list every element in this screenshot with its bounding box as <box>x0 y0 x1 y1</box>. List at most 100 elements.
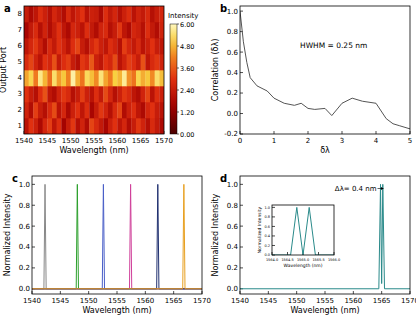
heatmap-cell <box>159 6 164 22</box>
heatmap-cell <box>80 86 85 102</box>
panel-label: a <box>4 3 11 14</box>
x-tick <box>117 291 118 294</box>
heatmap-cell <box>99 22 104 38</box>
heatmap-cell <box>85 86 90 102</box>
heatmap-cell <box>159 70 164 86</box>
heatmap-cell <box>29 86 34 102</box>
y-axis-label: Normalized Intensity <box>3 193 12 276</box>
x-tick <box>353 291 354 294</box>
y-tick-label: 4 <box>18 74 23 82</box>
y-axis-label: Output Port <box>0 47 8 93</box>
heatmap-cell <box>108 22 113 38</box>
y-tick-label: 2 <box>18 106 22 114</box>
colorbar-tick <box>177 68 179 69</box>
panel-label: b <box>220 3 227 14</box>
heatmap-cell <box>131 102 136 118</box>
y-tick-label: 8 <box>18 10 22 18</box>
heatmap-cell <box>122 118 127 134</box>
heatmap-cell <box>117 54 122 70</box>
heatmap-cell <box>47 86 52 102</box>
plot-area <box>24 6 164 134</box>
heatmap-cell <box>108 86 113 102</box>
axes: 1564.01564.51565.01565.51566.00.00.20.40… <box>257 205 340 268</box>
heatmap-cell <box>141 22 146 38</box>
heatmap-cell <box>136 118 141 134</box>
y-tick-label: 6 <box>18 42 23 50</box>
annotation: HWHM = 0.25 nm <box>300 41 367 50</box>
heatmap-cell <box>155 38 160 54</box>
y-tick <box>240 72 243 73</box>
x-tick-label: 3 <box>340 137 344 145</box>
heatmap-cell <box>131 86 136 102</box>
heatmap-cell <box>99 6 104 22</box>
heatmap-cell <box>89 38 94 54</box>
x-tick <box>381 291 382 294</box>
annotation-arrowhead <box>381 187 384 190</box>
heatmap-cell <box>159 22 164 38</box>
heatmap-cell <box>122 102 127 118</box>
x-tick-label: 1 <box>272 137 276 145</box>
heatmap-cell <box>24 22 29 38</box>
heatmap-cell <box>117 70 122 86</box>
x-tick-label: 1570 <box>193 297 211 305</box>
y-axis-label: Normalized Intensity <box>211 193 220 276</box>
x-tick-label: 1565 <box>165 297 183 305</box>
heatmap-cell <box>33 118 38 134</box>
colorbar-tick <box>177 24 179 25</box>
y-tick-label: 0.0 <box>227 110 238 118</box>
heatmap-cell <box>61 118 66 134</box>
heatmap-cell <box>57 54 62 70</box>
heatmap-cell <box>113 6 118 22</box>
heatmap-cell <box>80 6 85 22</box>
heatmap-cell <box>99 70 104 86</box>
panel-label: d <box>220 173 227 184</box>
heatmap-cell <box>150 54 155 70</box>
heatmap-cell <box>85 102 90 118</box>
heatmap-cell <box>24 38 29 54</box>
heatmap-cell <box>61 102 66 118</box>
x-axis-label: δλ <box>320 146 330 155</box>
heatmap-cell <box>103 54 108 70</box>
heatmap-cell <box>108 70 113 86</box>
y-tick-label: 0.0 <box>264 253 270 257</box>
y-axis-label: Correlation (δλ) <box>211 39 220 102</box>
data-line <box>32 184 202 288</box>
heatmap-cell <box>150 6 155 22</box>
heatmap-cell <box>80 22 85 38</box>
y-tick <box>272 216 275 217</box>
heatmap-cell <box>61 70 66 86</box>
heatmap-cell <box>117 38 122 54</box>
x-tick <box>376 131 377 134</box>
plot-area <box>272 207 334 255</box>
y-tick-label: 0.6 <box>19 223 31 231</box>
heatmap-cell <box>159 118 164 134</box>
heatmap-cell <box>89 86 94 102</box>
x-tick-label: 1565.0 <box>297 258 309 262</box>
heatmap-cell <box>113 86 118 102</box>
heatmap-cell <box>47 38 52 54</box>
heatmap-cell <box>99 118 104 134</box>
heatmap-cell <box>117 6 122 22</box>
x-tick-label: 1540 <box>15 137 33 145</box>
heatmap-cell <box>47 102 52 118</box>
heatmap-cell <box>57 86 62 102</box>
heatmap-cell <box>117 118 122 134</box>
heatmap-cell <box>155 86 160 102</box>
heatmap-cell <box>47 54 52 70</box>
heatmap-cell <box>85 70 90 86</box>
data-line <box>32 184 202 288</box>
heatmap-cell <box>57 6 62 22</box>
y-tick <box>272 235 275 236</box>
heatmap-cell <box>150 118 155 134</box>
heatmap-cell <box>94 6 99 22</box>
colorbar-tick <box>177 46 179 47</box>
inset-background <box>272 205 334 255</box>
heatmap-cell <box>75 54 80 70</box>
heatmap-cell <box>113 22 118 38</box>
heatmap-cell <box>94 70 99 86</box>
heatmap-cell <box>117 86 122 102</box>
heatmap-cell <box>136 6 141 22</box>
heatmap-cell <box>113 118 118 134</box>
y-tick <box>32 184 35 185</box>
y-tick <box>32 205 35 206</box>
